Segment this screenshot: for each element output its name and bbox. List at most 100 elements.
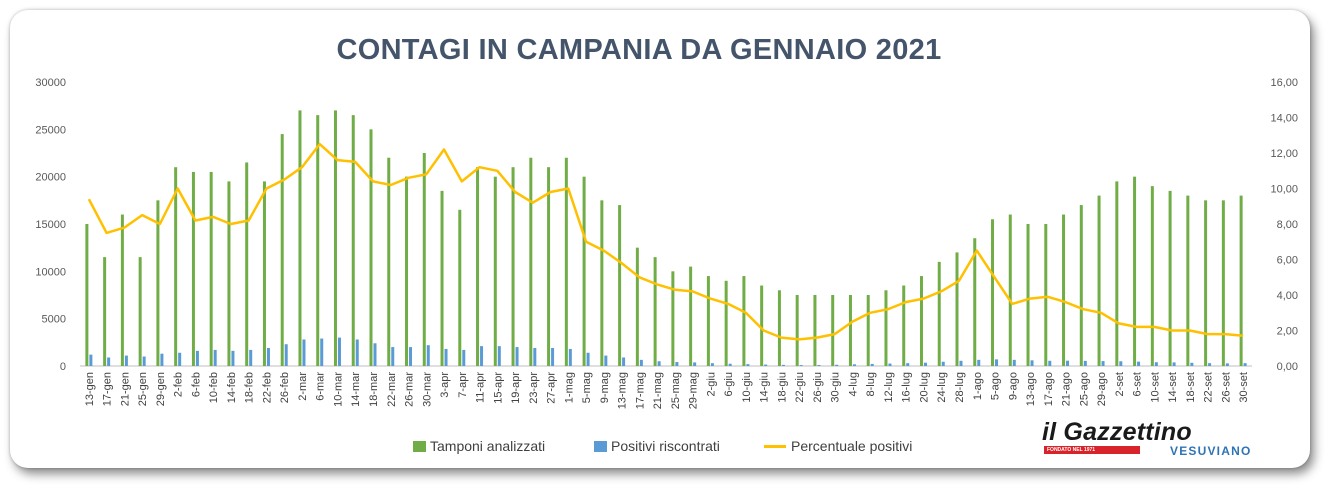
bar-positivi: [1012, 359, 1016, 366]
x-tick-label: 17-mag: [634, 372, 646, 409]
bar-tamponi: [973, 238, 977, 366]
bar-tamponi: [1115, 181, 1119, 366]
bar-tamponi: [245, 162, 249, 366]
bar-positivi: [302, 339, 306, 366]
bar-tamponi: [191, 171, 195, 366]
x-tick-label: 2-feb: [173, 372, 185, 397]
x-tick-label: 25-ago: [1078, 372, 1090, 406]
bar-tamponi: [387, 157, 391, 366]
bar-tamponi: [120, 214, 124, 366]
x-tick-label: 22-mar: [386, 372, 398, 407]
legend-label-tamponi: Tamponi analizzati: [430, 438, 546, 454]
bar-positivi: [710, 363, 714, 366]
x-tick-label: 7-apr: [457, 372, 469, 398]
bar-tamponi: [262, 181, 266, 366]
x-tick-label: 21-gen: [119, 372, 131, 406]
bar-tamponi: [618, 205, 622, 366]
bar-positivi: [888, 363, 892, 366]
bar-positivi: [1066, 360, 1070, 366]
bar-positivi: [693, 362, 697, 366]
x-tick-label: 10-giu: [741, 372, 753, 403]
x-tick-label: 29-ago: [1096, 372, 1108, 406]
x-tick-label: 9-mag: [599, 372, 611, 403]
legend-item-positivi: Positivi riscontrati: [594, 438, 720, 454]
x-tick-label: 14-set: [1167, 372, 1179, 403]
bar-positivi: [1119, 361, 1123, 366]
bar-tamponi: [600, 200, 604, 366]
bar-positivi: [142, 356, 146, 366]
x-tick-label: 29-gen: [155, 372, 167, 406]
bar-tamponi: [937, 261, 941, 366]
bar-positivi: [835, 364, 839, 366]
bar-tamponi: [298, 110, 302, 367]
bar-tamponi: [156, 200, 160, 366]
bar-tamponi: [405, 176, 409, 366]
bar-positivi: [1137, 361, 1141, 366]
x-tick-label: 18-set: [1185, 372, 1197, 403]
y-right-tick-label: 10,00: [1270, 184, 1298, 196]
bar-positivi: [320, 338, 324, 366]
bar-positivi: [1154, 362, 1158, 366]
bar-positivi: [178, 352, 182, 366]
bar-positivi: [764, 364, 768, 366]
bar-positivi: [391, 347, 395, 366]
bar-tamponi: [1239, 195, 1243, 366]
bar-positivi: [1172, 362, 1176, 366]
x-tick-label: 26-set: [1220, 372, 1232, 403]
bar-positivi: [746, 364, 750, 366]
bar-tamponi: [848, 295, 852, 366]
y-right-tick-label: 14,00: [1270, 113, 1298, 125]
x-tick-label: 15-apr: [492, 372, 504, 404]
bar-tamponi: [333, 110, 337, 367]
bar-tamponi: [511, 167, 515, 366]
bar-tamponi: [1221, 200, 1225, 366]
bar-tamponi: [635, 247, 639, 366]
x-tick-label: 14-mar: [350, 372, 362, 407]
bar-tamponi: [671, 271, 675, 366]
bar-tamponi: [760, 285, 764, 366]
line-percentuale: [87, 142, 1244, 341]
bar-positivi: [1190, 362, 1194, 366]
bar-positivi: [107, 357, 111, 366]
bar-tamponi: [280, 134, 284, 366]
x-tick-label: 22-feb: [261, 372, 273, 403]
bar-tamponi: [1204, 200, 1208, 366]
bar-tamponi: [227, 181, 231, 366]
x-tick-label: 2-set: [1114, 372, 1126, 396]
x-tick-label: 23-apr: [528, 372, 540, 404]
bar-tamponi: [458, 209, 462, 366]
y-right-tick-label: 12,00: [1270, 148, 1298, 160]
gazzettino-logo: il Gazzettino FONDATO NEL 1971 VESUVIANO: [1042, 418, 1262, 458]
bar-tamponi: [653, 257, 657, 366]
bar-positivi: [89, 354, 93, 366]
x-tick-label: 6-mar: [315, 372, 327, 401]
legend-swatch-tamponi: [413, 440, 426, 452]
x-tick-label: 18-feb: [244, 372, 256, 403]
bar-positivi: [977, 359, 981, 366]
logo-tagline: FONDATO NEL 1971: [1044, 446, 1140, 454]
x-tick-label: 30-set: [1238, 372, 1250, 403]
x-tick-label: 13-mag: [617, 372, 629, 409]
x-tick-label: 5-ago: [990, 372, 1002, 400]
legend-label-percentuale: Percentuale positivi: [791, 438, 913, 454]
bar-tamponi: [1044, 224, 1048, 366]
bar-positivi: [409, 347, 413, 366]
y-right-tick-label: 16,00: [1270, 77, 1298, 89]
chart-card: [10, 10, 1310, 468]
bar-tamponi: [884, 290, 888, 366]
x-tick-label: 4-lug: [847, 372, 859, 396]
bar-positivi: [923, 362, 927, 366]
bar-positivi: [249, 349, 253, 366]
x-tick-label: 3-apr: [439, 372, 451, 398]
x-tick-label: 13-gen: [84, 372, 96, 406]
bar-positivi: [213, 349, 217, 366]
bar-tamponi: [1097, 195, 1101, 366]
x-tick-label: 25-gen: [137, 372, 149, 406]
x-tick-label: 25-mag: [670, 372, 682, 409]
x-tick-label: 14-feb: [226, 372, 238, 403]
legend-item-percentuale: Percentuale positivi: [764, 438, 912, 454]
bar-tamponi: [316, 115, 320, 366]
bar-positivi: [337, 337, 341, 366]
x-tick-label: 2-mar: [297, 372, 309, 401]
x-tick-label: 9-ago: [1007, 372, 1019, 400]
